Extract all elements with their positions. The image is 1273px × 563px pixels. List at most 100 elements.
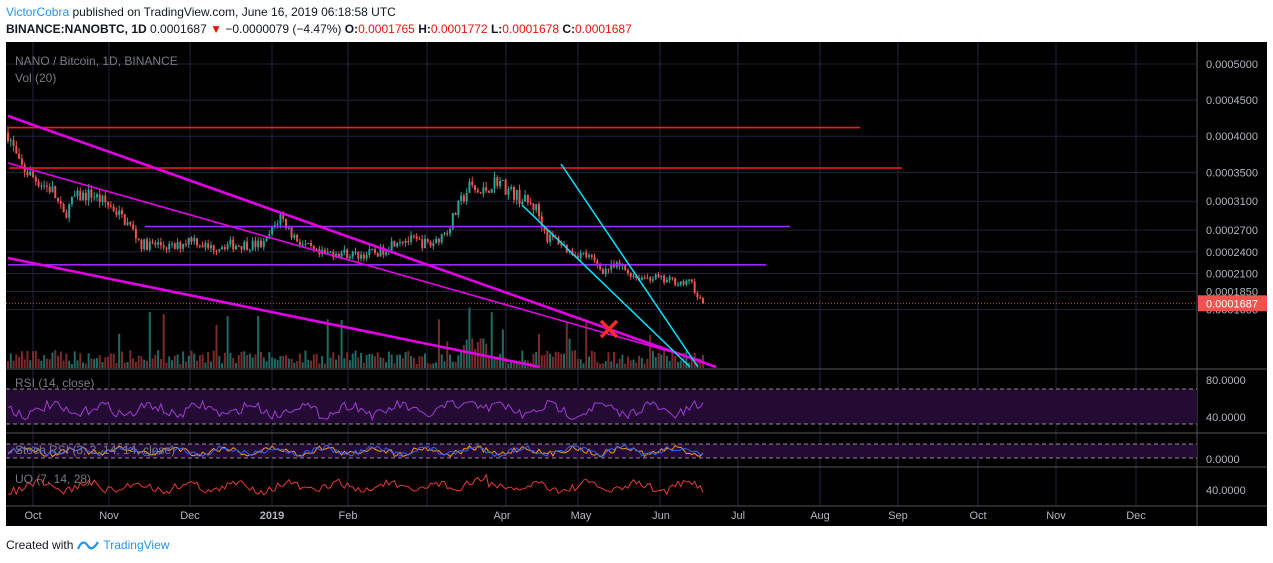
candle-body bbox=[209, 245, 212, 249]
volume-bar bbox=[140, 356, 143, 368]
candle-body bbox=[465, 192, 468, 202]
volume-bar bbox=[604, 361, 607, 368]
candle-body bbox=[390, 241, 393, 251]
candle-body bbox=[218, 249, 221, 251]
x-marker-icon bbox=[599, 319, 619, 339]
volume-bar bbox=[90, 358, 93, 368]
candle-body bbox=[301, 244, 304, 246]
volume-bar bbox=[304, 350, 307, 368]
channel-line bbox=[7, 114, 717, 369]
candle-body bbox=[215, 250, 218, 252]
candle-body bbox=[162, 245, 165, 248]
author-link[interactable]: VictorCobra bbox=[6, 5, 70, 19]
candle-body bbox=[540, 216, 543, 228]
low-value: 0.0001678 bbox=[502, 22, 559, 36]
candle-body bbox=[702, 298, 704, 304]
volume-bar bbox=[465, 339, 468, 368]
volume-bar bbox=[134, 361, 137, 368]
volume-bar bbox=[576, 358, 579, 368]
volume-bar bbox=[629, 360, 632, 368]
volume-bar bbox=[54, 350, 57, 368]
candle-body bbox=[137, 238, 140, 240]
time-tick-label: Aug bbox=[810, 510, 830, 522]
volume-bar bbox=[290, 358, 293, 368]
volume-bar bbox=[563, 353, 565, 368]
candle-body bbox=[351, 251, 354, 257]
candle-body bbox=[223, 247, 226, 249]
candle-body bbox=[54, 186, 57, 198]
chart-canvas[interactable]: RSI (14, close) Stoch RSI (3, 3, 14, 14, … bbox=[0, 40, 1273, 528]
candle-body bbox=[198, 245, 201, 247]
candle-body bbox=[120, 210, 123, 215]
candle-body bbox=[337, 253, 340, 257]
candle-body bbox=[393, 241, 396, 247]
volume-bar bbox=[432, 363, 435, 368]
volume-bar bbox=[440, 354, 443, 368]
volume-bar bbox=[665, 355, 668, 368]
volume-bar bbox=[657, 352, 660, 368]
candle-body bbox=[346, 249, 349, 259]
price-tick-label: 0.0004000 bbox=[1206, 131, 1258, 143]
tradingview-link[interactable]: TradingView bbox=[103, 538, 170, 552]
candle-body bbox=[693, 281, 696, 294]
volume-bar bbox=[507, 363, 510, 368]
grid bbox=[6, 42, 1197, 506]
candle-body bbox=[182, 243, 185, 249]
candle-body bbox=[326, 252, 329, 254]
candle-body bbox=[234, 245, 237, 250]
candle-body bbox=[410, 235, 413, 242]
volume-bar bbox=[148, 312, 151, 368]
candle-body bbox=[315, 248, 318, 250]
tradingview-logo-icon bbox=[77, 541, 100, 550]
candle-body bbox=[604, 268, 607, 274]
volume-bar bbox=[43, 355, 46, 368]
volume-bar bbox=[248, 353, 251, 368]
candle-body bbox=[657, 274, 660, 277]
indicator-tick-label: 80.0000 bbox=[1206, 375, 1246, 387]
candle-body bbox=[87, 189, 90, 201]
volume-bar bbox=[132, 358, 135, 368]
volume-bar bbox=[510, 361, 513, 368]
volume-bar bbox=[310, 360, 313, 368]
candle-body bbox=[518, 189, 521, 204]
volume-bar bbox=[184, 361, 187, 368]
high-label: H: bbox=[418, 22, 431, 36]
candle-body bbox=[76, 190, 79, 196]
volume-bar bbox=[557, 352, 560, 368]
candle-body bbox=[293, 234, 296, 238]
volume-bar bbox=[262, 357, 265, 368]
candle-body bbox=[576, 255, 579, 259]
volume-bar bbox=[268, 352, 271, 368]
candle-body bbox=[43, 185, 46, 187]
candle-body bbox=[529, 202, 532, 204]
candle-body bbox=[474, 185, 477, 190]
volume-bar bbox=[487, 355, 490, 368]
price-tick-label: 0.0003100 bbox=[1206, 196, 1258, 208]
volume-bar bbox=[296, 361, 299, 368]
candle-body bbox=[18, 153, 21, 159]
candle-body bbox=[190, 237, 193, 242]
volume-bar bbox=[393, 363, 396, 368]
candle-body bbox=[665, 279, 668, 283]
candle-body bbox=[504, 179, 507, 195]
candle-body bbox=[307, 242, 310, 244]
symbol-line: BINANCE:NANOBTC, 1D 0.0001687 ▼ −0.00000… bbox=[6, 22, 632, 36]
candle-body bbox=[371, 249, 374, 251]
candle-body bbox=[373, 249, 376, 254]
candle-body bbox=[237, 245, 240, 247]
candle-body bbox=[696, 293, 699, 298]
footer: Created with TradingView bbox=[6, 538, 169, 552]
last-price: 0.0001687 bbox=[150, 22, 207, 36]
volume-bar bbox=[568, 338, 571, 368]
volume-bar bbox=[599, 363, 602, 368]
volume-bar bbox=[271, 357, 274, 368]
time-tick-label: Nov bbox=[1046, 510, 1066, 522]
volume-bar bbox=[207, 351, 210, 368]
candle-body bbox=[221, 247, 224, 250]
volume-bar bbox=[190, 350, 193, 368]
time-tick-label: May bbox=[571, 510, 592, 522]
price-tick-label: 0.0002700 bbox=[1206, 225, 1258, 237]
candle-body bbox=[165, 247, 168, 250]
candle-body bbox=[593, 256, 596, 261]
candle-body bbox=[98, 194, 101, 202]
